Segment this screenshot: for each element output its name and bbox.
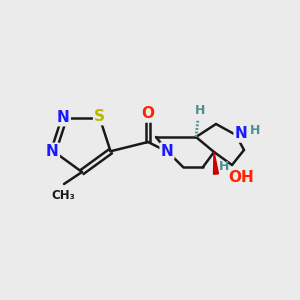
Text: OH: OH (228, 169, 254, 184)
Text: N: N (235, 127, 248, 142)
Text: N: N (46, 144, 59, 159)
Text: S: S (94, 109, 105, 124)
Polygon shape (214, 152, 218, 174)
Text: H: H (250, 124, 260, 137)
Text: CH₃: CH₃ (51, 189, 75, 202)
Text: N: N (160, 143, 173, 158)
Text: H: H (219, 160, 229, 172)
Text: H: H (195, 104, 205, 118)
Text: O: O (142, 106, 154, 122)
Text: N: N (57, 110, 70, 125)
